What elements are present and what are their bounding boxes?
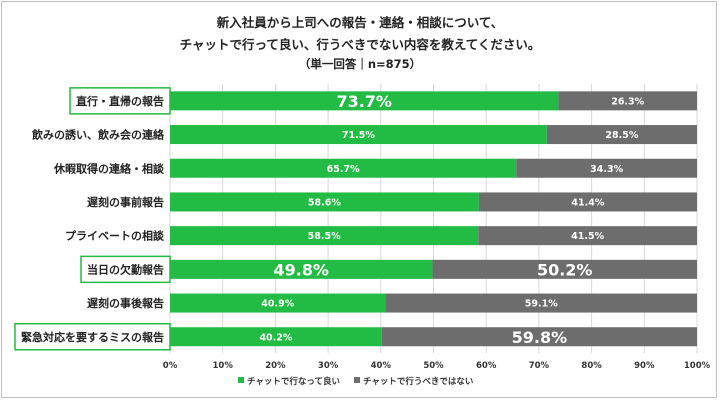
x-tick-label: 10% [213,361,234,371]
bar-segment [170,293,386,313]
category-highlight-box [69,87,171,115]
legend-swatch [238,377,244,383]
bar-segment [558,91,697,111]
x-tick-label: 70% [529,361,550,371]
category-label: プライベートの相談 [65,229,165,243]
x-tick-label: 40% [371,361,392,371]
data-label: 49.8% [273,260,329,279]
data-label: 26.3% [611,96,644,107]
data-label: 71.5% [342,130,375,141]
x-tick-label: 20% [265,361,286,371]
bar-segment [170,327,382,347]
chart-subtitle: （単一回答｜n=875） [298,57,422,71]
data-label: 40.9% [261,299,294,310]
bar-segment [170,192,479,212]
category-label: 当日の欠勤報告 [87,262,164,276]
legend-swatch [354,377,360,383]
data-label: 58.6% [308,197,341,208]
bar-segment [170,226,479,246]
x-tick-label: 60% [476,361,497,371]
x-tick-label: 80% [581,361,602,371]
chart-title-line-2: チャットで行って良い、行うべきでない内容を教えてください。 [179,37,541,52]
bar-segment [478,226,697,246]
bar-segment [170,125,547,145]
category-label: 飲みの誘い、飲み会の連絡 [31,128,165,142]
legend-label: チャットで行なって良い [247,376,340,387]
bar-segment [381,327,697,347]
bar-segment [385,293,697,313]
data-label: 50.2% [537,260,593,279]
category-highlight-box [80,255,171,284]
data-label: 34.3% [590,164,623,175]
x-tick-label: 0% [163,361,178,371]
data-label: 41.5% [571,231,604,242]
category-label: 直行・直帰の報告 [76,94,164,108]
legend-label: チャットで行うべきではない [363,376,473,387]
data-label: 28.5% [605,130,638,141]
data-label: 40.2% [259,332,292,343]
x-tick-label: 50% [423,361,444,371]
bar-segment [432,259,697,279]
bar-segment [516,158,697,178]
category-label: 休暇取得の連絡・相談 [53,161,165,175]
bar-segment [546,125,697,145]
category-label: 遅刻の事前報告 [87,195,164,209]
data-label: 41.4% [571,197,604,208]
data-label: 58.5% [308,231,341,242]
chart-title-line-1: 新入社員から上司への報告・連絡・相談について、 [216,15,504,30]
category-label: 遅刻の事後報告 [87,296,164,310]
data-label: 59.8% [512,328,568,347]
bar-segment [170,158,517,178]
x-tick-label: 30% [318,361,339,371]
data-label: 59.1% [525,299,558,310]
data-label: 73.7% [336,92,392,111]
bar-segment [170,91,559,111]
category-highlight-box [14,323,171,351]
bar-segment [478,192,697,212]
category-label: 緊急対応を要するミスの報告 [21,330,164,344]
x-tick-label: 90% [634,361,655,371]
bar-segment [170,259,433,279]
data-label: 65.7% [327,164,360,175]
x-tick-label: 100% [684,361,711,371]
